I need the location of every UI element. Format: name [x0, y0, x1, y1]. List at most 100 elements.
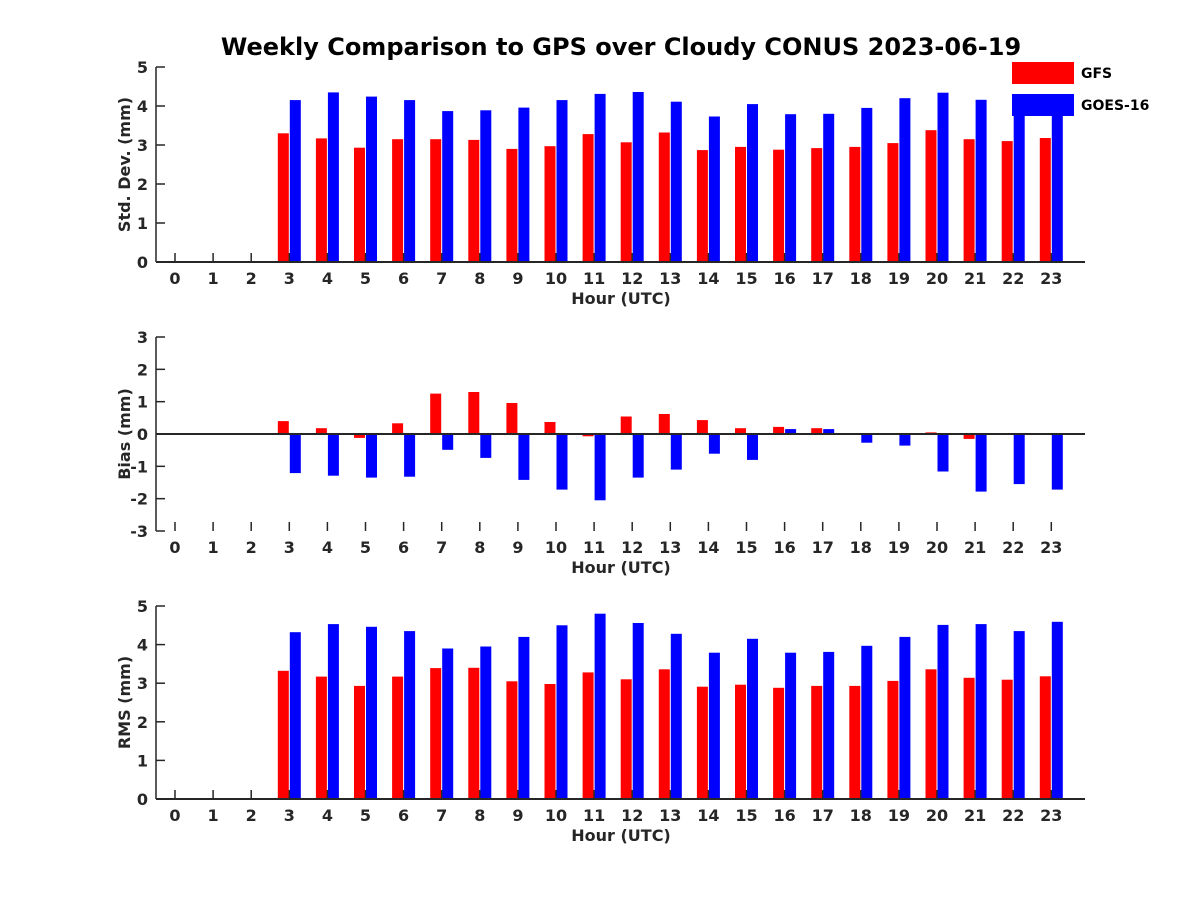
bar-gfs-hour-5 [354, 147, 365, 262]
bar-goes-16-hour-6 [404, 434, 416, 477]
bar-gfs-hour-3 [277, 670, 289, 799]
bar-gfs-hour-15 [735, 428, 746, 434]
x-tick-label: 0 [169, 806, 180, 825]
x-axis-title: Hour (UTC) [571, 289, 671, 308]
bar-gfs-hour-20 [925, 130, 937, 262]
x-tick-label: 22 [1002, 269, 1024, 288]
bar-goes-16-hour-7 [442, 434, 454, 450]
bar-goes-16-hour-7 [442, 111, 454, 262]
chart-title: Weekly Comparison to GPS over Cloudy CON… [221, 33, 1021, 61]
y-axis-title: Std. Dev. (mm) [115, 97, 134, 232]
bar-goes-16-hour-18 [861, 434, 873, 443]
bar-goes-16-hour-13 [670, 101, 682, 262]
x-tick-label: 10 [545, 269, 567, 288]
bar-goes-16-hour-17 [823, 429, 835, 434]
bar-goes-16-hour-10 [556, 434, 568, 490]
x-axis-title: Hour (UTC) [571, 826, 671, 845]
x-tick-label: 13 [659, 538, 681, 557]
x-tick-label: 9 [512, 806, 523, 825]
bar-gfs-hour-9 [506, 403, 518, 434]
bar-gfs-hour-13 [658, 132, 670, 262]
bar-gfs-hour-6 [392, 139, 404, 262]
x-tick-label: 12 [621, 538, 643, 557]
x-tick-label: 16 [773, 806, 795, 825]
x-tick-label: 18 [850, 806, 872, 825]
bar-gfs-hour-4 [315, 138, 327, 262]
y-tick-label: 4 [137, 97, 148, 116]
bar-goes-16-hour-5 [366, 434, 377, 478]
x-tick-label: 7 [436, 269, 447, 288]
bar-goes-16-hour-10 [556, 625, 568, 799]
bar-gfs-hour-13 [658, 669, 670, 799]
x-tick-label: 5 [360, 269, 371, 288]
x-tick-label: 10 [545, 538, 567, 557]
bar-goes-16-hour-5 [366, 96, 377, 262]
bar-gfs-hour-21 [963, 434, 975, 439]
y-tick-label: 1 [137, 214, 148, 233]
bar-gfs-hour-8 [468, 392, 480, 434]
x-tick-label: 11 [583, 806, 605, 825]
bar-goes-16-hour-11 [594, 613, 606, 799]
x-tick-label: 8 [474, 538, 485, 557]
bar-gfs-hour-17 [811, 685, 823, 799]
x-tick-label: 22 [1002, 538, 1024, 557]
x-tick-label: 3 [284, 269, 295, 288]
bar-goes-16-hour-20 [937, 434, 949, 472]
bar-gfs-hour-15 [735, 146, 746, 262]
bar-goes-16-hour-16 [785, 429, 797, 434]
x-tick-label: 4 [322, 806, 333, 825]
x-tick-label: 5 [360, 538, 371, 557]
bar-goes-16-hour-5 [366, 626, 377, 799]
x-tick-label: 6 [398, 269, 409, 288]
x-tick-label: 12 [621, 269, 643, 288]
legend: GFS GOES-16 [1012, 62, 1149, 116]
bar-gfs-hour-6 [392, 676, 404, 799]
bar-goes-16-hour-4 [327, 624, 339, 799]
y-tick-label: 3 [137, 674, 148, 693]
x-tick-label: 14 [697, 538, 719, 557]
bar-goes-16-hour-23 [1051, 621, 1063, 799]
y-tick-label: 3 [137, 328, 148, 347]
bar-goes-16-hour-10 [556, 100, 568, 262]
y-tick-label: 2 [137, 175, 148, 194]
bar-gfs-hour-9 [506, 148, 518, 262]
bar-goes-16-hour-22 [1013, 434, 1025, 485]
y-tick-label: 0 [137, 425, 148, 444]
bar-goes-16-hour-6 [404, 100, 416, 262]
bar-goes-16-hour-19 [899, 636, 911, 799]
x-tick-label: 4 [322, 269, 333, 288]
bar-gfs-hour-12 [620, 416, 632, 434]
bar-gfs-hour-9 [506, 681, 518, 799]
bar-gfs-hour-11 [582, 134, 594, 262]
bar-goes-16-hour-16 [785, 114, 797, 262]
bar-gfs-hour-19 [887, 143, 899, 262]
bar-gfs-hour-3 [277, 421, 289, 434]
legend-label-goes-16: GOES-16 [1081, 98, 1149, 114]
x-tick-label: 1 [208, 806, 219, 825]
bar-goes-16-hour-15 [747, 434, 758, 460]
x-tick-label: 14 [697, 269, 719, 288]
bar-gfs-hour-16 [773, 149, 785, 262]
x-tick-label: 9 [512, 269, 523, 288]
bar-gfs-hour-18 [849, 146, 861, 262]
x-tick-label: 2 [246, 806, 257, 825]
x-tick-label: 23 [1040, 538, 1062, 557]
x-tick-label: 0 [169, 269, 180, 288]
x-tick-label: 16 [773, 269, 795, 288]
x-tick-label: 13 [659, 806, 681, 825]
bar-gfs-hour-20 [925, 669, 937, 799]
x-tick-label: 15 [735, 538, 757, 557]
x-tick-label: 11 [583, 538, 605, 557]
y-tick-label: 2 [137, 360, 148, 379]
bar-goes-16-hour-20 [937, 92, 949, 262]
bar-goes-16-hour-17 [823, 651, 835, 799]
bar-gfs-hour-10 [544, 684, 556, 799]
x-tick-label: 7 [436, 806, 447, 825]
bar-gfs-hour-11 [582, 434, 594, 437]
bar-goes-16-hour-18 [861, 645, 873, 799]
bar-goes-16-hour-12 [632, 434, 644, 478]
x-tick-label: 0 [169, 538, 180, 557]
x-tick-label: 20 [926, 806, 948, 825]
